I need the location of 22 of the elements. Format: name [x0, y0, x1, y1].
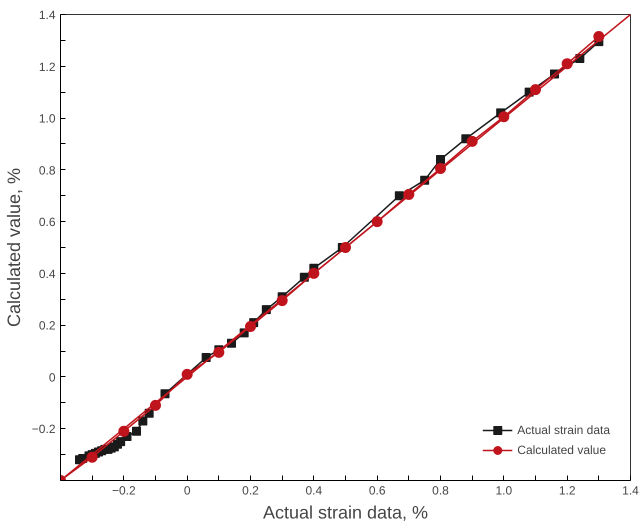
- y-tick-label: 0.6: [38, 215, 56, 230]
- x-tick-label: 1.2: [558, 484, 576, 498]
- y-tick-label: 1.2: [38, 60, 56, 74]
- x-tick-label: 0.2: [242, 484, 260, 498]
- x-tick-label: 1.0: [495, 484, 512, 498]
- x-axis-title: Actual strain data, %: [262, 502, 428, 522]
- y-axis-title: Calculated value, %: [4, 168, 24, 328]
- legend-label: Actual strain data: [517, 423, 610, 437]
- y-tick-label: 0.4: [38, 266, 56, 281]
- x-tick-label: 0.4: [305, 484, 322, 498]
- y-tick-label: 0.2: [38, 318, 56, 333]
- x-tick-label: 1.4: [622, 484, 640, 498]
- y-tick-label: 1.0: [38, 112, 56, 126]
- x-tick-label: 0.8: [432, 484, 450, 498]
- y-tick-label: 0: [48, 370, 56, 384]
- x-tick-label: −0.2: [112, 484, 136, 498]
- y-tick-label: 0.8: [38, 163, 56, 178]
- x-tick-label: 0.6: [368, 484, 386, 498]
- legend-label: Calculated value: [517, 443, 606, 457]
- x-tick-label: 0: [184, 484, 191, 498]
- y-tick-label: 1.4: [38, 8, 56, 22]
- y-tick-label: −0.2: [32, 422, 56, 436]
